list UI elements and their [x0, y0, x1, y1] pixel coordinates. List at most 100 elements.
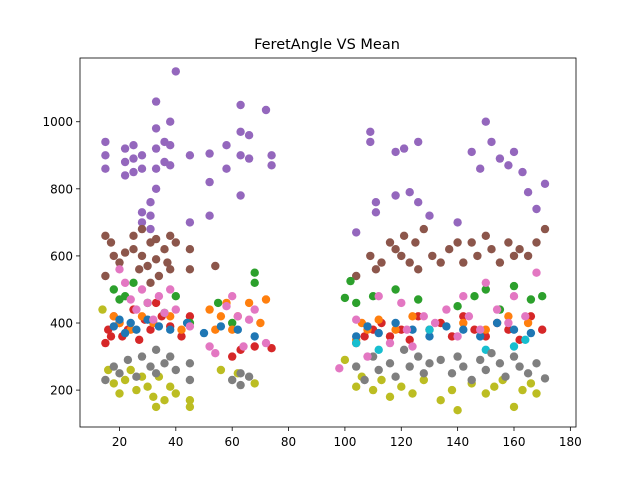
data-point: [509, 147, 519, 157]
data-point: [267, 344, 276, 353]
data-point: [137, 151, 147, 160]
data-point: [453, 238, 462, 247]
data-point: [129, 278, 138, 287]
data-point: [467, 375, 476, 385]
data-point: [405, 362, 414, 371]
data-point: [366, 251, 375, 261]
data-point: [371, 208, 381, 217]
data-point: [166, 265, 175, 274]
data-point: [476, 355, 485, 365]
data-point: [166, 382, 175, 391]
data-point: [453, 352, 462, 361]
data-point: [476, 325, 485, 334]
data-point: [509, 352, 519, 361]
data-point: [115, 265, 124, 274]
data-point: [151, 234, 161, 244]
data-point: [115, 315, 124, 324]
data-point: [495, 359, 505, 368]
data-point: [160, 396, 169, 405]
data-point: [160, 308, 169, 318]
data-point: [532, 204, 541, 214]
x-tick-label: 100: [333, 435, 356, 449]
data-point: [459, 362, 468, 371]
data-point: [228, 375, 237, 385]
data-point: [391, 372, 400, 381]
data-point: [135, 265, 144, 274]
data-point: [137, 251, 147, 261]
data-point: [137, 285, 147, 294]
y-tick-label: 800: [50, 182, 73, 196]
data-point: [352, 382, 361, 391]
data-point: [363, 322, 372, 331]
data-point: [185, 245, 195, 254]
data-point: [374, 328, 383, 338]
data-point: [109, 362, 119, 371]
x-tick-label: 140: [446, 435, 469, 449]
data-point: [509, 325, 519, 334]
data-point: [540, 179, 550, 188]
data-point: [385, 392, 395, 401]
data-point: [495, 258, 505, 267]
data-point: [171, 67, 180, 76]
data-point: [239, 342, 248, 351]
data-point: [250, 268, 259, 277]
data-point: [360, 332, 369, 341]
data-point: [250, 342, 259, 351]
data-point: [526, 295, 536, 304]
data-point: [385, 238, 395, 247]
data-point: [540, 224, 550, 234]
data-point: [366, 127, 375, 136]
data-point: [487, 245, 496, 254]
data-point: [487, 137, 496, 147]
data-point: [419, 369, 428, 378]
data-point: [222, 164, 231, 173]
data-point: [509, 292, 519, 301]
data-point: [399, 345, 409, 354]
data-point: [163, 258, 172, 267]
data-point: [352, 228, 361, 237]
data-point: [177, 332, 186, 341]
data-point: [408, 342, 417, 351]
data-point: [414, 265, 423, 274]
data-point: [250, 332, 259, 341]
data-point: [216, 312, 226, 321]
data-point: [408, 312, 417, 321]
data-point: [374, 292, 383, 301]
data-point: [244, 315, 254, 324]
data-point: [137, 352, 147, 361]
data-point: [151, 298, 161, 308]
data-point: [492, 305, 502, 314]
data-point: [166, 161, 175, 170]
data-point: [532, 389, 541, 398]
data-point: [371, 265, 381, 274]
data-point: [470, 292, 479, 301]
data-point: [146, 278, 155, 287]
data-point: [244, 372, 254, 381]
data-point: [476, 164, 485, 173]
data-point: [151, 97, 161, 106]
data-point: [385, 332, 395, 341]
data-point: [453, 332, 462, 341]
data-point: [120, 248, 130, 257]
data-point: [532, 359, 541, 368]
data-point: [501, 372, 510, 381]
data-point: [166, 325, 175, 334]
data-point: [171, 305, 180, 314]
data-point: [481, 389, 490, 398]
data-point: [120, 157, 130, 167]
data-point: [106, 332, 116, 341]
data-point: [425, 332, 434, 341]
data-point: [256, 318, 265, 328]
data-point: [143, 298, 152, 308]
data-point: [504, 238, 513, 247]
data-point: [151, 124, 161, 133]
data-point: [151, 255, 161, 264]
data-point: [459, 292, 468, 301]
data-point: [211, 261, 220, 271]
data-point: [504, 318, 513, 328]
data-point: [244, 154, 254, 163]
data-point: [98, 305, 107, 314]
data-point: [123, 355, 133, 365]
data-point: [521, 312, 530, 321]
data-point: [101, 375, 110, 385]
